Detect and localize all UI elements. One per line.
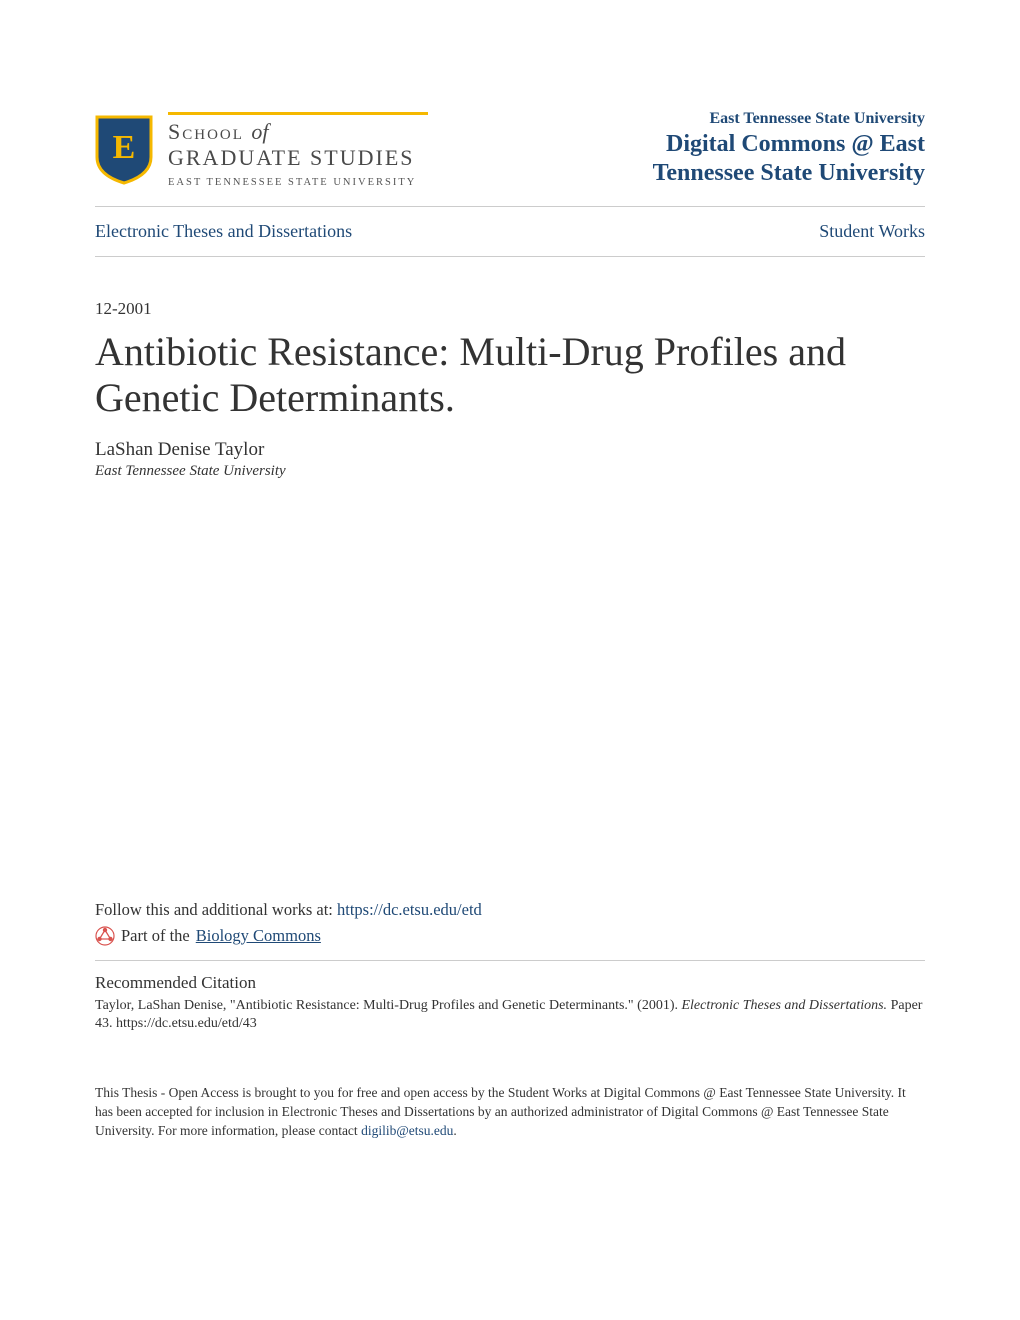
citation-heading: Recommended Citation <box>95 973 925 993</box>
collection-link[interactable]: Electronic Theses and Dissertations <box>95 221 352 242</box>
svg-text:E: E <box>113 129 136 166</box>
school-word: School <box>168 119 244 144</box>
author-affiliation: East Tennessee State University <box>95 463 925 480</box>
footer-note: This Thesis - Open Access is brought to … <box>95 1084 925 1141</box>
follow-url-link[interactable]: https://dc.etsu.edu/etd <box>337 900 482 919</box>
citation-body: Taylor, LaShan Denise, "Antibiotic Resis… <box>95 997 925 1035</box>
document-title: Antibiotic Resistance: Multi-Drug Profil… <box>95 329 925 421</box>
divider-under-breadcrumb <box>95 256 925 257</box>
footer-text-a: This Thesis - Open Access is brought to … <box>95 1085 906 1138</box>
repo-name: Digital Commons @ East Tennessee State U… <box>575 130 925 188</box>
univ-line: EAST TENNESSEE STATE UNIVERSITY <box>168 177 428 188</box>
school-line-1: School of <box>168 119 428 145</box>
header-row: E School of GRADUATE STUDIES EAST TENNES… <box>95 110 925 188</box>
part-of-row: Part of the Biology Commons <box>95 926 925 946</box>
contact-email-link[interactable]: digilib@etsu.edu <box>361 1123 453 1138</box>
footer-text-b: . <box>453 1123 456 1138</box>
of-word: of <box>251 119 268 144</box>
repository-block: East Tennessee State University Digital … <box>575 110 925 188</box>
author-name: LaShan Denise Taylor <box>95 439 925 461</box>
school-line-2: GRADUATE STUDIES <box>168 145 428 171</box>
citation-series: Electronic Theses and Dissertations. <box>681 998 887 1013</box>
student-works-link[interactable]: Student Works <box>819 221 925 242</box>
follow-prefix: Follow this and additional works at: <box>95 900 337 919</box>
publication-date: 12-2001 <box>95 299 925 319</box>
logo-gold-rule <box>168 112 428 115</box>
part-of-prefix: Part of the <box>121 926 190 946</box>
repo-university: East Tennessee State University <box>575 110 925 128</box>
follow-line: Follow this and additional works at: htt… <box>95 900 925 920</box>
network-icon <box>95 926 115 946</box>
divider-above-citation <box>95 960 925 961</box>
shield-logo-icon: E <box>95 115 153 185</box>
logo-text: School of GRADUATE STUDIES EAST TENNESSE… <box>168 112 428 188</box>
logo-block: E School of GRADUATE STUDIES EAST TENNES… <box>95 112 428 188</box>
biology-commons-link[interactable]: Biology Commons <box>196 926 321 946</box>
citation-author-part: Taylor, LaShan Denise, "Antibiotic Resis… <box>95 998 681 1013</box>
breadcrumb-row: Electronic Theses and Dissertations Stud… <box>95 207 925 256</box>
